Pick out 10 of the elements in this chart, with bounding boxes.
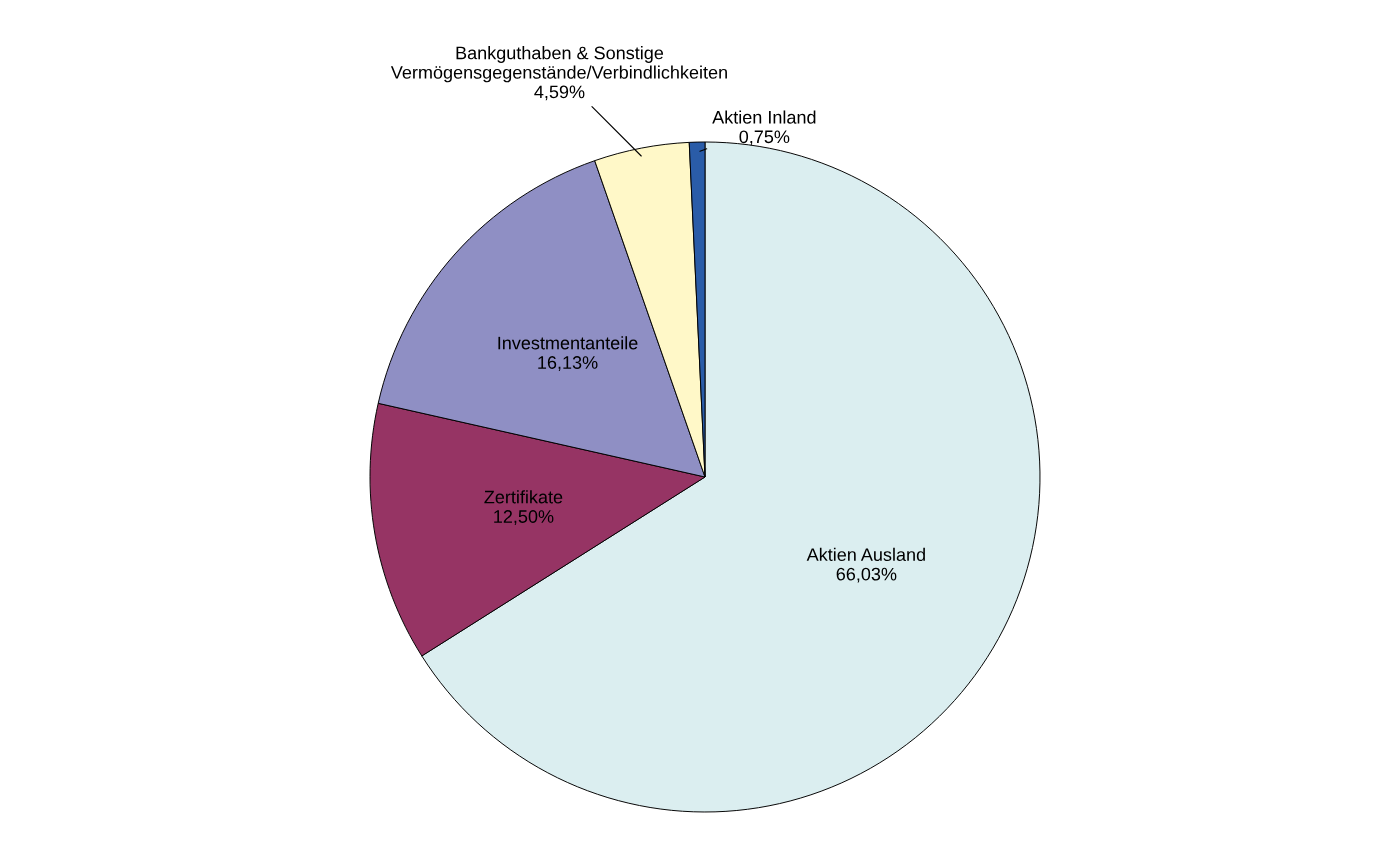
data-label: 0,75% [739,130,790,146]
data-label: 16,13% [538,356,598,372]
slice-label: Aktien Ausland [806,547,925,562]
data-label: 4,59% [534,85,585,101]
slice-label: Bankguthaben & Sonstige Vermögensgegenstände/Verbindlichkeiten [390,46,727,83]
data-label: 12,50% [494,510,554,526]
slice-label: Aktien Inland [712,110,816,124]
slice-label: Zertifikate [484,490,563,504]
slice-label: Investmentanteile [498,336,638,350]
data-label: 66,03% [836,567,897,583]
